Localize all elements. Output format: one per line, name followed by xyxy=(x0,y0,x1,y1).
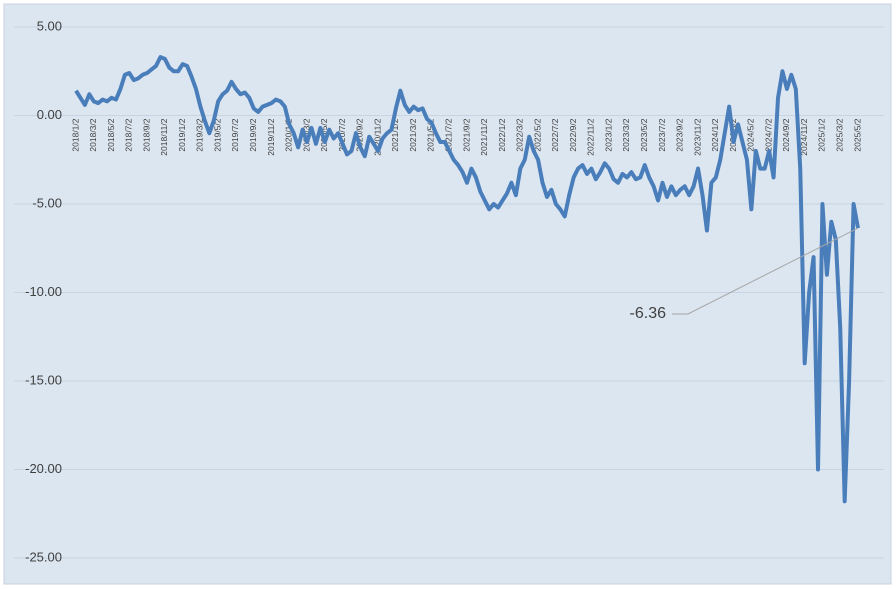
chart-area xyxy=(3,3,892,585)
x-tick-label: 2023/5/2 xyxy=(639,118,649,151)
x-tick-label: 2024/5/2 xyxy=(746,118,756,151)
x-tick-label: 2022/1/2 xyxy=(497,118,507,151)
leader-line xyxy=(672,227,859,315)
x-tick-label: 2023/11/2 xyxy=(692,118,702,155)
y-tick-label: 0.00 xyxy=(37,107,62,122)
x-tick-label: 2020/1/2 xyxy=(284,118,294,151)
x-tick-label: 2018/7/2 xyxy=(124,118,134,151)
x-tick-label: 2021/3/2 xyxy=(408,118,418,151)
x-tick-label: 2025/3/2 xyxy=(834,118,844,151)
x-tick-label: 2024/1/2 xyxy=(710,118,720,151)
x-tick-label: 2021/9/2 xyxy=(461,118,471,151)
y-tick-label: -5.00 xyxy=(32,195,62,210)
x-tick-label: 2022/11/2 xyxy=(586,118,596,155)
x-tick-label: 2021/1/2 xyxy=(390,118,400,151)
y-tick-label: -25.00 xyxy=(25,549,62,564)
x-tick-label: 2018/9/2 xyxy=(141,118,151,151)
x-tick-label: 2025/1/2 xyxy=(817,118,827,151)
x-tick-label: 2020/11/2 xyxy=(372,118,382,155)
x-tick-label: 2018/5/2 xyxy=(106,118,116,151)
x-tick-label: 2023/7/2 xyxy=(657,118,667,151)
x-tick-label: 2022/7/2 xyxy=(550,118,560,151)
x-tick-label: 2021/11/2 xyxy=(479,118,489,155)
x-tick-label: 2024/11/2 xyxy=(799,118,809,155)
x-tick-label: 2019/1/2 xyxy=(177,118,187,151)
y-tick-label: -10.00 xyxy=(25,284,62,299)
x-tick-label: 2019/5/2 xyxy=(212,118,222,151)
x-tick-label: 2024/9/2 xyxy=(781,118,791,151)
x-tick-label: 2018/11/2 xyxy=(159,118,169,155)
x-tick-label: 2018/1/2 xyxy=(70,118,80,151)
x-tick-label: 2025/5/2 xyxy=(852,118,862,151)
x-tick-label: 2023/9/2 xyxy=(675,118,685,151)
x-tick-label: 2023/3/2 xyxy=(621,118,631,151)
y-tick-label: 5.00 xyxy=(37,18,62,33)
x-tick-label: 2019/7/2 xyxy=(230,118,240,151)
x-tick-label: 2024/7/2 xyxy=(763,118,773,151)
x-tick-label: 2019/9/2 xyxy=(248,118,258,151)
y-tick-label: -20.00 xyxy=(25,461,62,476)
data-label: -6.36 xyxy=(630,305,667,322)
x-tick-label: 2021/5/2 xyxy=(426,118,436,151)
x-tick-label: 2020/9/2 xyxy=(355,118,365,151)
x-tick-label: 2022/5/2 xyxy=(532,118,542,151)
x-tick-label: 2020/7/2 xyxy=(337,118,347,151)
x-tick-label: 2018/3/2 xyxy=(88,118,98,151)
x-tick-label: 2023/1/2 xyxy=(603,118,613,151)
series-line xyxy=(74,55,860,504)
x-tick-label: 2022/9/2 xyxy=(568,118,578,151)
x-tick-label: 2019/3/2 xyxy=(195,118,205,151)
y-tick-label: -15.00 xyxy=(25,372,62,387)
x-tick-label: 2019/11/2 xyxy=(266,118,276,155)
x-tick-label: 2022/3/2 xyxy=(515,118,525,151)
x-tick-label: 2021/7/2 xyxy=(443,118,453,151)
